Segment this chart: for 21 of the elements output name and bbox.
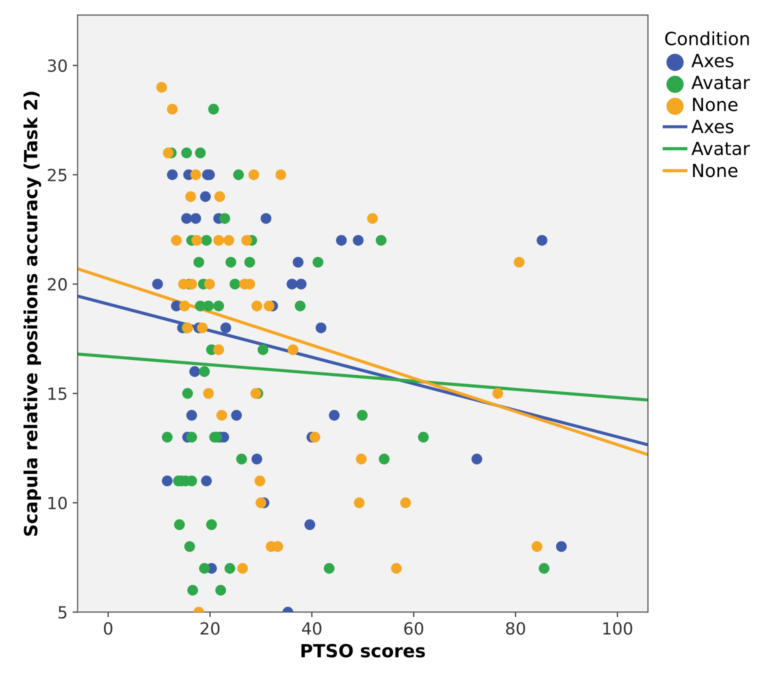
y-tick-label: 10 [48,496,67,510]
legend-label: None [693,98,738,112]
y-tick-label: 5 [58,606,66,619]
x-tick-label: 0 [104,622,112,635]
x-tick-label: 100 [603,622,632,635]
y-axis-title: Scapula relative positions accuracy (Task 2) [24,92,42,536]
legend-label: Avatar [691,76,750,90]
legend-label: None [693,164,738,178]
y-tick-label: 30 [48,59,67,72]
x-tick-label: 80 [506,622,526,635]
y-tick-label: 25 [48,168,66,182]
x-tick-label: 20 [200,622,220,635]
x-tick-label: 60 [404,622,424,635]
legend-label: Avatar [691,142,750,156]
x-tick-label: 40 [302,622,322,635]
x-axis-title: PTSO scores [301,644,425,658]
legend-title: Condition [665,31,749,46]
legend-label: Axes [691,54,734,68]
y-tick-label: 20 [48,278,67,291]
y-tick-label: 15 [48,388,66,400]
legend-label: Axes [691,120,734,134]
